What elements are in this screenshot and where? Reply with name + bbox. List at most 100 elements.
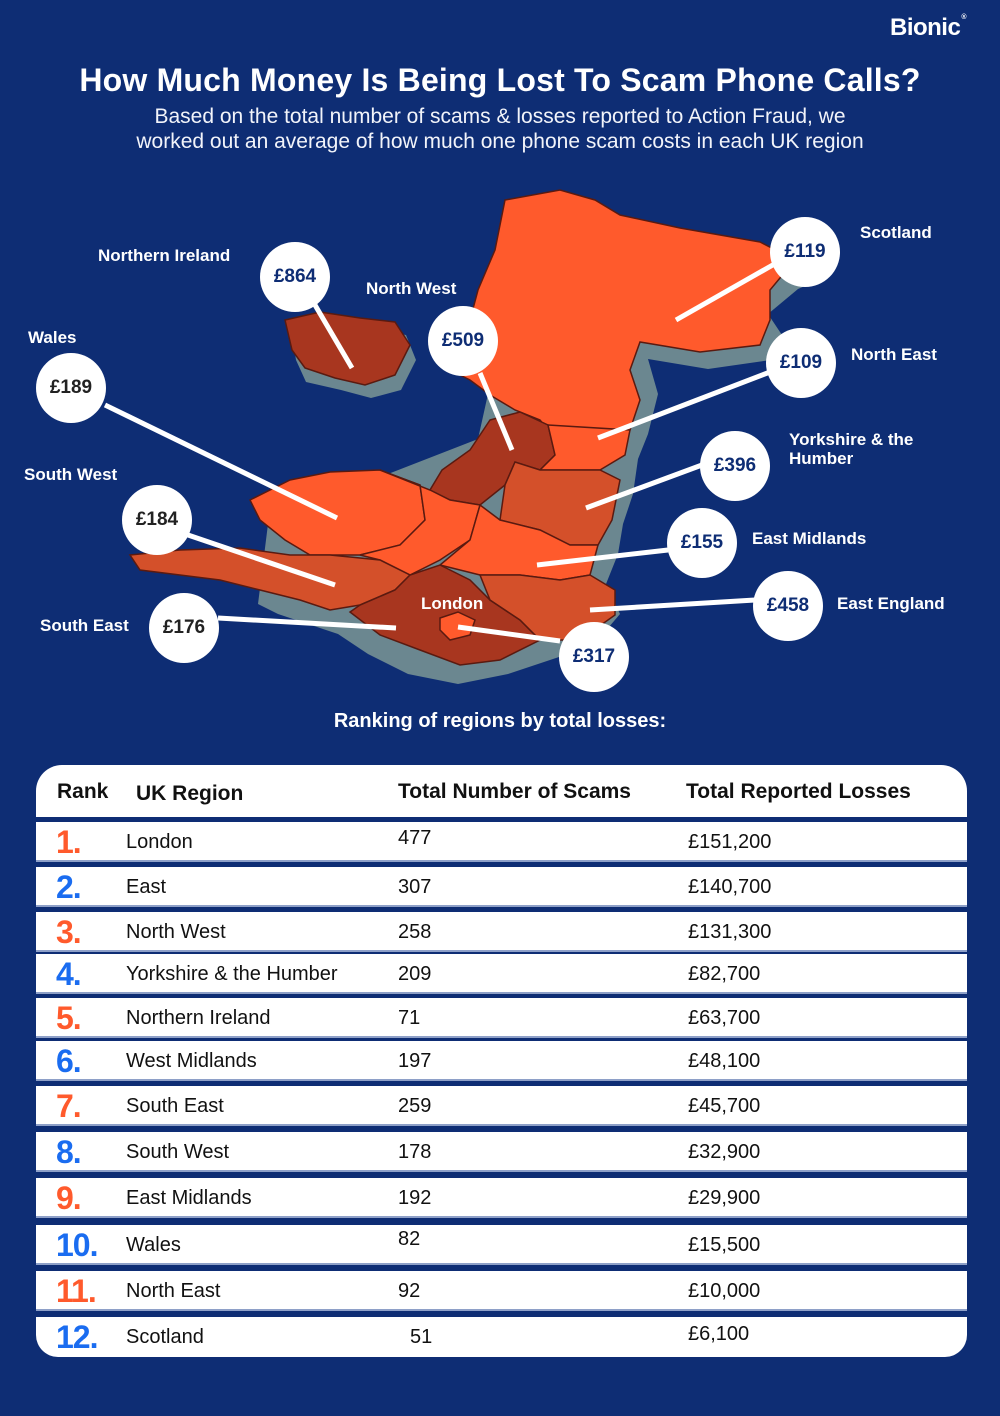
region-name: Yorkshire & the Humber bbox=[126, 963, 338, 985]
total-loss: £10,000 bbox=[688, 1280, 761, 1302]
rank-number: 11. bbox=[56, 1273, 97, 1309]
scam-count: 197 bbox=[398, 1050, 432, 1072]
ranking-table: Rank UK Region Total Number of Scams Tot… bbox=[36, 765, 967, 1358]
subtitle-line-1: Based on the total number of scams & los… bbox=[154, 105, 846, 128]
label-yorkshire-line1: Yorkshire & the bbox=[789, 430, 914, 449]
region-name: North West bbox=[126, 921, 226, 943]
ranking-title: Ranking of regions by total losses: bbox=[333, 710, 667, 732]
scam-count: 258 bbox=[398, 921, 432, 943]
region-northern-ireland bbox=[284, 311, 411, 386]
total-loss: £131,300 bbox=[688, 921, 772, 943]
rank-number: 6. bbox=[56, 1043, 82, 1079]
label-south-west: South West bbox=[24, 465, 118, 484]
rank-number: 5. bbox=[56, 1000, 82, 1036]
scam-count: 192 bbox=[398, 1187, 432, 1209]
region-name: East bbox=[126, 876, 167, 898]
rank-number: 12. bbox=[56, 1319, 98, 1355]
label-northern-ireland: Northern Ireland bbox=[98, 246, 231, 265]
registered-mark: ® bbox=[961, 14, 966, 21]
region-name: Scotland bbox=[126, 1326, 204, 1348]
table-row: 5. Northern Ireland 71 £63,700 bbox=[36, 998, 967, 1038]
total-loss: £140,700 bbox=[688, 876, 772, 898]
bubble-london: £317 bbox=[559, 622, 629, 692]
label-london: London bbox=[421, 594, 484, 613]
brand-name: Bionic bbox=[889, 14, 961, 41]
total-loss: £63,700 bbox=[688, 1007, 761, 1029]
total-loss: £29,900 bbox=[688, 1187, 761, 1209]
bubble-south-east: £176 bbox=[149, 593, 219, 663]
region-name: London bbox=[126, 831, 193, 853]
bubble-east-midlands: £155 bbox=[667, 508, 737, 578]
bubble-east-england: £458 bbox=[753, 571, 823, 641]
label-north-east: North East bbox=[851, 345, 937, 364]
bubble-scotland: £119 bbox=[770, 217, 840, 287]
rank-number: 1. bbox=[56, 824, 82, 860]
total-loss: £82,700 bbox=[688, 963, 761, 985]
scam-count: 51 bbox=[410, 1326, 433, 1348]
region-name: North East bbox=[126, 1280, 221, 1302]
label-east-midlands: East Midlands bbox=[752, 529, 867, 548]
rank-number: 3. bbox=[56, 914, 82, 950]
scam-count: 477 bbox=[398, 827, 432, 849]
scam-count: 92 bbox=[398, 1280, 421, 1302]
rank-number: 7. bbox=[56, 1088, 82, 1124]
table-row: 11. North East 92 £10,000 bbox=[36, 1271, 967, 1311]
header-region: UK Region bbox=[136, 782, 244, 805]
region-name: South West bbox=[126, 1141, 230, 1163]
table-row: 10. Wales 82 £15,500 bbox=[36, 1225, 967, 1265]
total-loss: £48,100 bbox=[688, 1050, 761, 1072]
bionic-logo: Bionic® bbox=[890, 14, 966, 42]
scam-count: 259 bbox=[398, 1095, 432, 1117]
region-south-east bbox=[348, 564, 542, 666]
rank-number: 9. bbox=[56, 1180, 82, 1216]
scam-count: 307 bbox=[398, 876, 432, 898]
page-subtitle: Based on the total number of scams & los… bbox=[0, 104, 1000, 154]
region-london bbox=[439, 611, 476, 641]
label-yorkshire: Yorkshire & the Humber bbox=[789, 430, 913, 468]
total-loss: £32,900 bbox=[688, 1141, 761, 1163]
region-name: Wales bbox=[126, 1234, 181, 1256]
total-loss: £6,100 bbox=[688, 1323, 750, 1345]
page-title: How Much Money Is Being Lost To Scam Pho… bbox=[79, 62, 921, 98]
bubble-north-east: £109 bbox=[766, 328, 836, 398]
header-losses: Total Reported Losses bbox=[686, 780, 911, 803]
subtitle-line-2: worked out an average of how much one ph… bbox=[136, 130, 864, 153]
header-scams: Total Number of Scams bbox=[398, 780, 631, 803]
table-row: 1. London 477 £151,200 bbox=[36, 822, 967, 862]
region-name: West Midlands bbox=[126, 1050, 257, 1072]
rank-number: 4. bbox=[56, 956, 82, 992]
bubble-north-west: £509 bbox=[428, 306, 498, 376]
scam-count: 209 bbox=[398, 963, 432, 985]
table-row: 6. West Midlands 197 £48,100 bbox=[36, 1041, 967, 1081]
table-row: 3. North West 258 £131,300 bbox=[36, 912, 967, 952]
header-rank: Rank bbox=[57, 780, 109, 803]
region-name: Northern Ireland bbox=[126, 1007, 271, 1029]
rank-number: 8. bbox=[56, 1134, 82, 1170]
table-row: 2. East 307 £140,700 bbox=[36, 867, 967, 907]
table-row: 4. Yorkshire & the Humber 209 £82,700 bbox=[36, 954, 967, 994]
bubble-northern-ireland: £864 bbox=[260, 242, 330, 312]
bubble-south-west: £184 bbox=[122, 485, 192, 555]
total-loss: £151,200 bbox=[688, 831, 772, 853]
bubble-yorkshire: £396 bbox=[700, 431, 770, 501]
region-name: South East bbox=[126, 1095, 224, 1117]
label-south-east: South East bbox=[40, 616, 129, 635]
region-name: East Midlands bbox=[126, 1187, 252, 1209]
label-scotland: Scotland bbox=[860, 223, 932, 242]
total-loss: £15,500 bbox=[688, 1234, 761, 1256]
table-row: 8. South West 178 £32,900 bbox=[36, 1132, 967, 1172]
scam-count: 71 bbox=[398, 1007, 421, 1029]
table-header: Rank UK Region Total Number of Scams Tot… bbox=[36, 765, 967, 817]
rank-number: 10. bbox=[56, 1227, 98, 1263]
table-row: 12. Scotland 51 £6,100 bbox=[36, 1317, 967, 1357]
table-row: 7. South East 259 £45,700 bbox=[36, 1086, 967, 1126]
scam-count: 82 bbox=[398, 1228, 421, 1250]
total-loss: £45,700 bbox=[688, 1095, 761, 1117]
scam-count: 178 bbox=[398, 1141, 432, 1163]
label-east-england: East England bbox=[837, 594, 945, 613]
bubble-wales: £189 bbox=[36, 353, 106, 423]
uk-map-graphic bbox=[103, 189, 828, 684]
label-wales: Wales bbox=[28, 328, 77, 347]
uk-region-map: £119 Scotland £864 Northern Ireland £509… bbox=[0, 170, 1000, 710]
rank-number: 2. bbox=[56, 869, 82, 905]
